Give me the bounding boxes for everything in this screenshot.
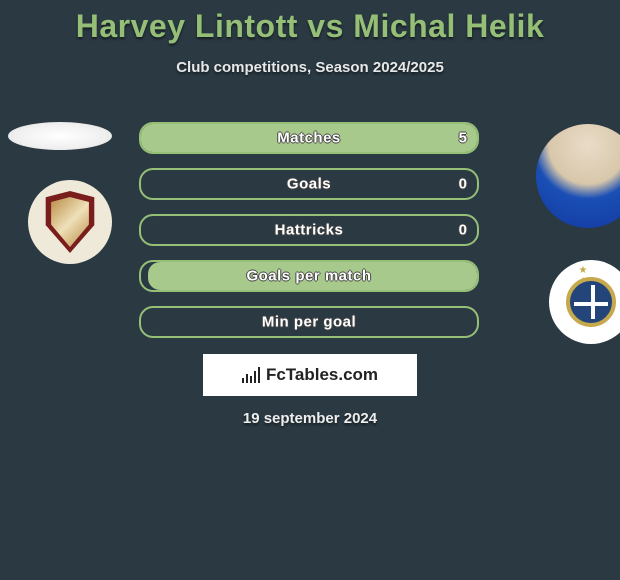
stat-label: Min per goal: [141, 314, 477, 331]
stat-value-right: 0: [459, 176, 467, 193]
player-left-photo: [8, 122, 112, 150]
player-right-photo: [536, 124, 620, 228]
stat-row: Goals per match: [139, 260, 479, 292]
stat-label: Goals per match: [141, 268, 477, 285]
page-title: Harvey Lintott vs Michal Helik: [0, 0, 620, 45]
brand-box[interactable]: FcTables.com: [203, 354, 417, 396]
brand-label: FcTables.com: [266, 365, 378, 385]
player-left-club-badge: [28, 180, 112, 264]
stat-row: Matches5: [139, 122, 479, 154]
stat-value-right: 0: [459, 222, 467, 239]
stat-row: Min per goal: [139, 306, 479, 338]
stat-row: Goals0: [139, 168, 479, 200]
bar-chart-icon: [242, 367, 260, 383]
shield-icon: [566, 277, 616, 327]
subtitle: Club competitions, Season 2024/2025: [0, 59, 620, 76]
date-label: 19 september 2024: [0, 410, 620, 427]
shield-icon: [43, 191, 97, 253]
player-right-club-badge: ★ ★ ★: [549, 260, 620, 344]
stat-row: Hattricks0: [139, 214, 479, 246]
stat-value-right: 5: [459, 130, 467, 147]
stat-label: Matches: [141, 130, 477, 147]
stat-bars: Matches5Goals0Hattricks0Goals per matchM…: [139, 122, 479, 352]
stat-label: Hattricks: [141, 222, 477, 239]
stat-label: Goals: [141, 176, 477, 193]
